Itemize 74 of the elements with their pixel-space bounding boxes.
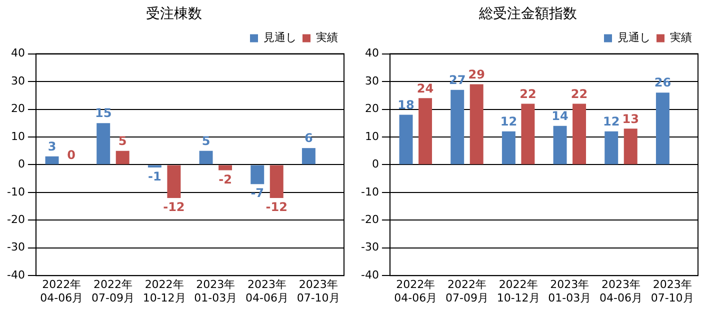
bar: [218, 165, 232, 170]
data-label: 13: [622, 112, 639, 126]
y-tick-label: 20: [364, 102, 379, 116]
y-tick-label: 0: [18, 158, 25, 171]
y-tick-label: -30: [7, 240, 25, 254]
x-tick-label: 2023年 01-03月: [194, 278, 238, 304]
data-label: -12: [163, 200, 185, 214]
chart-title: 総受注金額指数: [478, 6, 577, 22]
bar: [45, 156, 59, 164]
bar: [167, 165, 181, 198]
y-tick-label: -30: [361, 240, 379, 254]
x-tick-label: 2022年 07-09月: [445, 278, 488, 304]
bar: [521, 104, 535, 164]
y-tick-label: 40: [364, 46, 379, 60]
bar: [96, 123, 110, 164]
bar: [302, 148, 316, 164]
bar: [502, 131, 516, 164]
data-label: 3: [48, 140, 56, 154]
bar: [450, 90, 464, 164]
data-label: 0: [67, 148, 76, 162]
legend-label: 見通し: [264, 31, 296, 44]
chart-title: 受注棟数: [146, 6, 202, 22]
bar: [418, 98, 432, 164]
x-tick-label: 2022年 07-09月: [91, 278, 134, 304]
legend-label: 実績: [670, 31, 692, 44]
y-tick-label: 30: [364, 74, 379, 88]
y-tick-label: -40: [361, 268, 379, 282]
bar: [199, 150, 213, 164]
data-label: 12: [500, 114, 518, 129]
bar: [553, 126, 567, 164]
y-tick-label: 40: [10, 46, 25, 60]
data-label: -12: [266, 200, 288, 214]
y-tick-label: 30: [10, 74, 25, 88]
bar: [572, 104, 586, 164]
bar: [116, 150, 130, 164]
y-tick-label: -10: [7, 185, 25, 198]
y-tick-label: 20: [10, 102, 25, 116]
x-tick-label: 2023年 04-06月: [600, 278, 642, 304]
data-label: 5: [202, 134, 210, 148]
x-tick-label: 2023年 07-10月: [296, 278, 340, 304]
bar: [399, 114, 413, 164]
y-tick-label: 0: [372, 158, 379, 171]
x-tick-label: 2023年 01-03月: [548, 278, 592, 304]
legend-label: 見通し: [618, 31, 650, 44]
data-label: -1: [148, 170, 162, 184]
data-label: 29: [468, 67, 485, 82]
x-tick-label: 2023年 07-10月: [650, 278, 694, 304]
bar: [624, 128, 638, 164]
x-tick-label: 2023年 04-06月: [246, 278, 288, 304]
data-label: 22: [570, 86, 588, 101]
x-tick-label: 2022年 10-12月: [496, 278, 540, 304]
y-tick-label: 10: [10, 130, 25, 143]
x-tick-label: 2022年 04-06月: [40, 278, 84, 304]
data-label: -2: [218, 172, 232, 186]
bar: [604, 131, 618, 164]
data-label: 24: [416, 81, 434, 96]
data-label: 5: [118, 134, 127, 148]
data-label: 22: [520, 86, 536, 101]
data-label: 12: [603, 114, 620, 129]
legend-label: 実績: [316, 31, 338, 44]
bar: [270, 165, 284, 198]
data-label: 14: [552, 109, 568, 124]
x-tick-label: 2022年 04-06月: [394, 278, 438, 304]
data-label: 18: [398, 98, 414, 112]
x-tick-label: 2022年 10-12月: [142, 278, 186, 304]
y-tick-label: -20: [7, 213, 25, 226]
y-tick-label: 10: [364, 130, 379, 143]
bar: [470, 84, 484, 164]
bar: [250, 165, 264, 184]
y-tick-label: -10: [361, 185, 379, 198]
bar: [656, 92, 670, 164]
data-label: 15: [94, 106, 112, 120]
y-tick-label: -20: [361, 213, 379, 226]
y-tick-label: -40: [7, 268, 25, 282]
